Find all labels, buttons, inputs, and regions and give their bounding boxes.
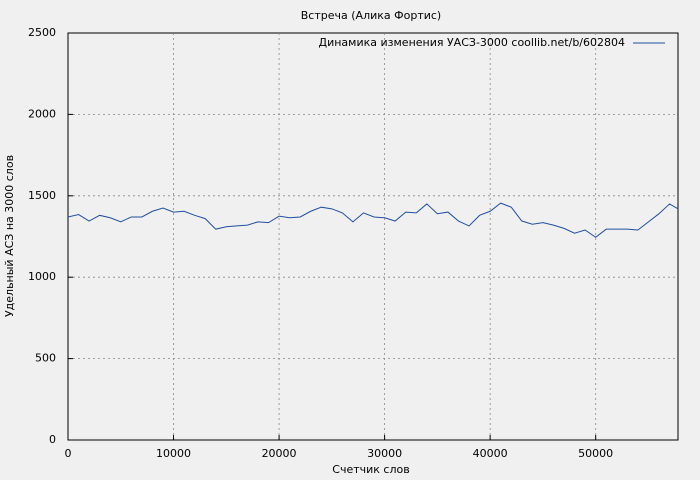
y-tick-label: 500 xyxy=(35,352,56,365)
line-series xyxy=(67,202,679,238)
y-tick-label: 1000 xyxy=(28,270,56,283)
plot-frame xyxy=(67,32,679,441)
x-tick-label: 10000 xyxy=(156,447,191,460)
x-tick-label: 30000 xyxy=(367,447,402,460)
y-tick-label: 2000 xyxy=(28,107,56,120)
y-tick-label: 1500 xyxy=(28,189,56,202)
legend-label: Динамика изменения УАСЗ-3000 coollib.net… xyxy=(319,36,626,49)
chart-title: Встреча (Алика Фортис) xyxy=(301,9,441,22)
x-axis-label: Счетчик слов xyxy=(332,463,409,476)
x-tick-label: 50000 xyxy=(578,447,613,460)
y-tick-label: 0 xyxy=(49,433,56,446)
x-tick-label: 0 xyxy=(65,447,72,460)
y-axis-label: Удельный АСЗ на 3000 слов xyxy=(3,155,16,317)
x-tick-label: 40000 xyxy=(473,447,508,460)
y-tick-label: 2500 xyxy=(28,26,56,39)
x-tick-label: 20000 xyxy=(262,447,297,460)
